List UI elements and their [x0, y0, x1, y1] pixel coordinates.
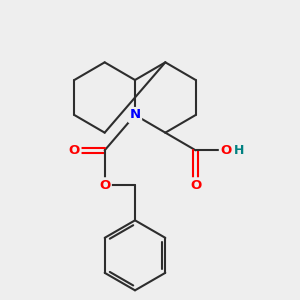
Text: O: O	[69, 144, 80, 157]
Text: H: H	[233, 144, 244, 157]
Text: O: O	[99, 179, 110, 192]
Text: O: O	[190, 179, 201, 192]
Text: O: O	[220, 144, 232, 157]
Text: N: N	[129, 109, 141, 122]
